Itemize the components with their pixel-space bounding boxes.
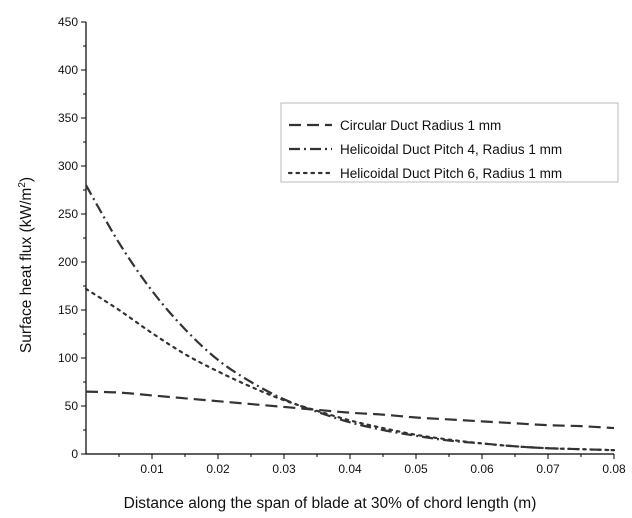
- y-tick-label: 50: [65, 399, 79, 413]
- x-tick-label: 0.04: [338, 462, 362, 476]
- legend-label-2: Helicoidal Duct Pitch 4, Radius 1 mm: [340, 142, 562, 157]
- x-axis-title: Distance along the span of blade at 30% …: [124, 495, 537, 512]
- x-tick-label: 0.03: [272, 462, 296, 476]
- x-tick-label: 0.01: [140, 462, 164, 476]
- series-line-1: [85, 390, 615, 430]
- y-tick-label: 400: [58, 63, 78, 77]
- y-tick-label: 450: [58, 15, 78, 29]
- legend-box: [280, 102, 619, 183]
- x-tick-label: 0.05: [404, 462, 428, 476]
- series-line-2: [85, 184, 615, 452]
- x-tick-label: 0.07: [536, 462, 560, 476]
- y-tick-label: 150: [58, 303, 78, 317]
- y-tick-label: 100: [58, 351, 78, 365]
- y-axis-title-superscript: 2: [17, 182, 28, 188]
- y-axis: 0 50 100 150 200 250 300 350 400 450: [58, 15, 87, 461]
- y-axis-title: Surface heat flux (kW/m2): [17, 177, 35, 353]
- x-tick-label: 0.06: [470, 462, 494, 476]
- series-lines: [84, 184, 616, 452]
- y-axis-title-close: ): [18, 177, 35, 182]
- y-tick-label: 0: [71, 447, 78, 461]
- legend-label-3: Helicoidal Duct Pitch 6, Radius 1 mm: [340, 166, 562, 181]
- legend-label-1: Circular Duct Radius 1 mm: [340, 118, 501, 133]
- y-axis-title-main: Surface heat flux (kW/m: [18, 188, 35, 353]
- y-tick-label: 200: [58, 255, 78, 269]
- legend: Circular Duct Radius 1 mm Helicoidal Duct…: [280, 102, 619, 183]
- y-tick-label: 350: [58, 111, 78, 125]
- x-axis: 0.01 0.02 0.03 0.04 0.05 0.06 0.07 0.08: [86, 453, 626, 476]
- y-tick-label: 300: [58, 159, 78, 173]
- y-tick-label: 250: [58, 207, 78, 221]
- x-tick-label: 0.02: [206, 462, 230, 476]
- x-tick-label: 0.08: [602, 462, 626, 476]
- series-line-3: [84, 287, 616, 452]
